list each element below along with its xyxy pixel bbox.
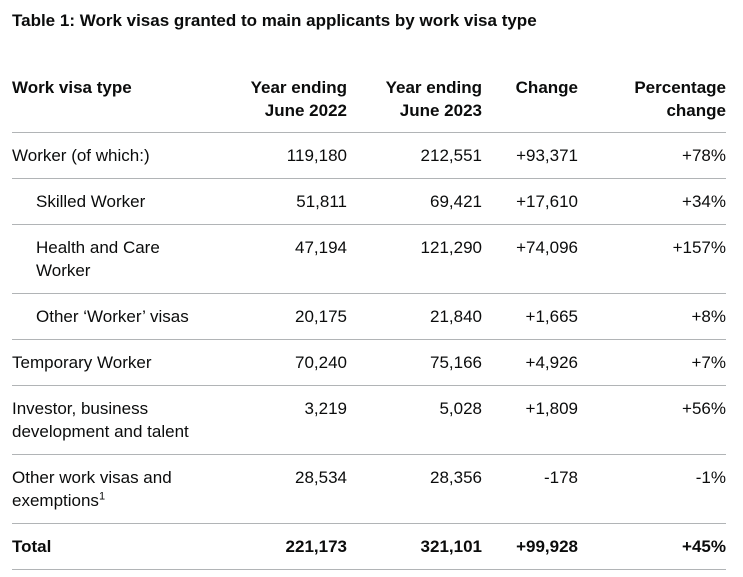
cell-value: +45% bbox=[578, 523, 726, 570]
cell-value: 28,534 bbox=[217, 454, 347, 524]
cell-value: 20,175 bbox=[217, 293, 347, 340]
header-row: Work visa type Year ending June 2022 Yea… bbox=[12, 76, 726, 133]
cell-value: 21,840 bbox=[347, 293, 482, 340]
col-header-pct-change: Percentage change bbox=[578, 76, 726, 133]
cell-value: 70,240 bbox=[217, 339, 347, 386]
cell-value: +1,809 bbox=[482, 385, 578, 455]
table-row: Temporary Worker 70,240 75,166 +4,926 +7% bbox=[12, 339, 726, 386]
table-body: Worker (of which:) 119,180 212,551 +93,371 +… bbox=[12, 132, 726, 570]
cell-value: 69,421 bbox=[347, 178, 482, 225]
cell-value: +78% bbox=[578, 132, 726, 179]
row-label: Other work visas and exemptions1 bbox=[12, 454, 217, 524]
cell-value: +8% bbox=[578, 293, 726, 340]
work-visa-table: Work visa type Year ending June 2022 Yea… bbox=[12, 76, 726, 570]
row-label: Worker (of which:) bbox=[12, 132, 217, 179]
cell-value: 221,173 bbox=[217, 523, 347, 570]
cell-value: +93,371 bbox=[482, 132, 578, 179]
cell-value: 28,356 bbox=[347, 454, 482, 524]
table-row: Skilled Worker 51,811 69,421 +17,610 +34% bbox=[12, 178, 726, 225]
row-label: Investor, business development and talen… bbox=[12, 385, 217, 455]
cell-value: +56% bbox=[578, 385, 726, 455]
row-label: Total bbox=[12, 523, 217, 570]
cell-value: +99,928 bbox=[482, 523, 578, 570]
cell-value: 5,028 bbox=[347, 385, 482, 455]
row-label: Skilled Worker bbox=[12, 178, 217, 225]
cell-value: +157% bbox=[578, 224, 726, 294]
cell-value: +7% bbox=[578, 339, 726, 386]
cell-value: 212,551 bbox=[347, 132, 482, 179]
table-caption: Table 1: Work visas granted to main appl… bbox=[12, 11, 537, 30]
cell-value: +74,096 bbox=[482, 224, 578, 294]
cell-value: -1% bbox=[578, 454, 726, 524]
cell-value: 3,219 bbox=[217, 385, 347, 455]
cell-value: +4,926 bbox=[482, 339, 578, 386]
cell-value: -178 bbox=[482, 454, 578, 524]
cell-value: 321,101 bbox=[347, 523, 482, 570]
col-header-year-2022: Year ending June 2022 bbox=[217, 76, 347, 133]
cell-value: 75,166 bbox=[347, 339, 482, 386]
col-header-change: Change bbox=[482, 76, 578, 133]
table-row: Other ‘Worker’ visas 20,175 21,840 +1,665 +8… bbox=[12, 293, 726, 340]
table-row: Total 221,173 321,101 +99,928 +45% bbox=[12, 523, 726, 570]
cell-value: 119,180 bbox=[217, 132, 347, 179]
footnote-marker: 1 bbox=[98, 490, 106, 503]
row-label: Health and Care Worker bbox=[12, 224, 217, 294]
table-header: Work visa type Year ending June 2022 Yea… bbox=[12, 76, 726, 133]
table-row: Worker (of which:) 119,180 212,551 +93,371 +… bbox=[12, 132, 726, 179]
row-label: Temporary Worker bbox=[12, 339, 217, 386]
table-row: Investor, business development and talen… bbox=[12, 385, 726, 455]
cell-value: 51,811 bbox=[217, 178, 347, 225]
table-row: Other work visas and exemptions1 28,534 28… bbox=[12, 454, 726, 524]
col-header-year-2023: Year ending June 2023 bbox=[347, 76, 482, 133]
cell-value: +17,610 bbox=[482, 178, 578, 225]
row-label: Other ‘Worker’ visas bbox=[12, 293, 217, 340]
cell-value: +1,665 bbox=[482, 293, 578, 340]
cell-value: +34% bbox=[578, 178, 726, 225]
cell-value: 121,290 bbox=[347, 224, 482, 294]
table-row: Health and Care Worker 47,194 121,290 +74,0… bbox=[12, 224, 726, 294]
cell-value: 47,194 bbox=[217, 224, 347, 294]
col-header-visa-type: Work visa type bbox=[12, 76, 217, 133]
